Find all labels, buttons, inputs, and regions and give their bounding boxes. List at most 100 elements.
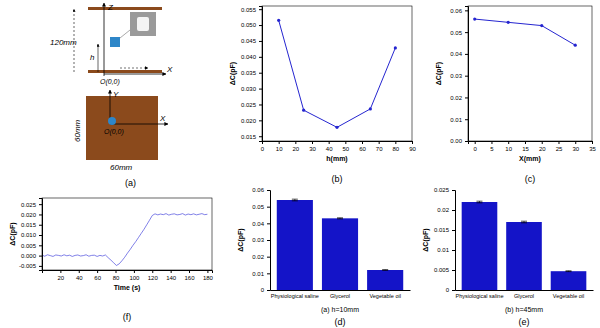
y-tick: 0.035	[241, 70, 262, 76]
y-tick-mark	[465, 54, 468, 55]
data-point	[277, 19, 280, 22]
y-tick-label: 0.025	[21, 202, 37, 208]
x-axis-line	[456, 290, 594, 291]
y-tick-label: 0.015	[434, 227, 450, 233]
y-tick: 0.05	[450, 30, 468, 36]
x-tick-label: 120	[148, 275, 159, 281]
y-axis-title: ΔC(pF)	[435, 62, 443, 85]
panel-label: (c)	[525, 174, 536, 184]
error-bar	[337, 218, 343, 219]
y-axis-line	[465, 7, 469, 142]
y-tick: 0.005	[21, 243, 42, 249]
sample-dot	[108, 117, 116, 125]
h-label: h	[90, 53, 95, 62]
x-tick: Vegetable oil	[553, 290, 585, 299]
x-tick-label: 35	[589, 146, 596, 152]
width-label: 60mm	[110, 163, 133, 172]
y-tick: 0.015	[434, 227, 455, 233]
chart-panel: Physiological salineGlycerolVegetable oi…	[422, 187, 594, 314]
bottom-plate	[88, 70, 162, 73]
plot-area	[462, 201, 587, 290]
y-tick: 0.06	[450, 8, 468, 14]
x-tick-label: 15	[522, 146, 529, 152]
y-tick-mark	[259, 25, 262, 26]
x-tick-label: 160	[185, 275, 196, 281]
x-tick-label: 40	[76, 275, 83, 281]
x-tick-mark	[379, 141, 380, 144]
y-tick: 0.020	[21, 212, 42, 218]
data-line	[279, 20, 396, 127]
x-axis: 0102030405060708090	[261, 141, 417, 152]
y-tick-label: 0.01	[437, 247, 449, 253]
x-tick-label: 90	[409, 146, 416, 152]
x-axis-label: X	[166, 65, 173, 74]
bar	[322, 218, 358, 290]
y-tick-mark	[259, 120, 262, 121]
subtitle: (b) h=45mm	[505, 306, 543, 314]
x-axis-top	[110, 124, 168, 125]
bar	[551, 271, 587, 290]
y-tick: 0.05	[252, 204, 270, 210]
y-tick-mark	[465, 141, 468, 142]
y-tick-label: 0.020	[21, 212, 37, 218]
x-tick: 5	[490, 141, 494, 152]
y-tick-label: 0.06	[450, 8, 462, 14]
panel-label: (a)	[125, 178, 136, 188]
x-tick-label: 80	[113, 275, 120, 281]
x-tick-mark	[395, 141, 396, 144]
y-tick: 0.050	[241, 22, 262, 28]
x-axis-title: X(mm)	[519, 155, 541, 163]
y-tick-label: 0.040	[241, 54, 257, 60]
x-tick-label: 30	[572, 146, 579, 152]
y-tick-label: 0.015	[21, 222, 37, 228]
error-cap	[566, 271, 572, 272]
x-tick-label: 10	[276, 146, 283, 152]
plot-area	[277, 199, 403, 290]
x-tick-mark	[525, 141, 526, 144]
x-axis: Physiological salineGlycerolVegetable oi…	[271, 290, 411, 299]
error-cap	[337, 218, 343, 219]
panel-label: (f)	[123, 312, 132, 322]
top-plate	[88, 7, 162, 10]
plot-area	[42, 214, 207, 266]
y-tick-mark	[465, 97, 468, 98]
y-tick: 0.01	[252, 271, 270, 277]
y-axis-title: ΔC(pF)	[422, 228, 430, 251]
x-tick: 40	[76, 270, 83, 281]
x-axis	[104, 74, 166, 75]
y-tick-label: 0.045	[241, 38, 257, 44]
y-axis-title: ΔC(pF)	[229, 62, 237, 85]
y-tick-mark	[465, 32, 468, 33]
data-point	[540, 24, 543, 27]
x-axis-line	[43, 271, 213, 274]
x-tick-mark	[295, 141, 296, 144]
y-tick-mark	[39, 235, 42, 236]
y-tick-label: 0.00	[450, 138, 462, 144]
y-axis: 0.000.010.020.030.040.050.06	[450, 7, 468, 145]
y-tick-label: 0.05	[252, 204, 264, 210]
x-tick: 100	[129, 270, 140, 281]
x-tick-mark	[491, 141, 492, 144]
z-axis-label: Z	[107, 3, 114, 12]
y-tick-label: 0.01	[450, 117, 462, 123]
y-tick-label: 0.01	[252, 271, 264, 277]
diagram: ZXh120mmO(0,0)YXO(0,0)60mm60mm(a)	[50, 3, 173, 188]
y-tick: 0.025	[21, 202, 42, 208]
y-tick: 0.000	[21, 253, 42, 259]
x-tick: 20	[58, 270, 65, 281]
bar	[277, 200, 313, 290]
y-axis-label: Y	[113, 90, 119, 99]
y-tick-label: 0.000	[21, 253, 37, 259]
error-cap	[337, 217, 343, 218]
x-axis-line	[271, 290, 411, 291]
y-tick-mark	[39, 225, 42, 226]
y-tick-mark	[267, 257, 270, 258]
origin-label: O(0,0)	[100, 78, 120, 86]
x-tick: 30	[309, 141, 316, 152]
x-tick-mark	[171, 270, 172, 273]
x-tick: 60	[94, 270, 101, 281]
y-tick-label: 0.020	[241, 118, 257, 124]
x-tick-mark	[329, 141, 330, 144]
x-tick-mark	[542, 141, 543, 144]
x-tick-label: 30	[309, 146, 316, 152]
